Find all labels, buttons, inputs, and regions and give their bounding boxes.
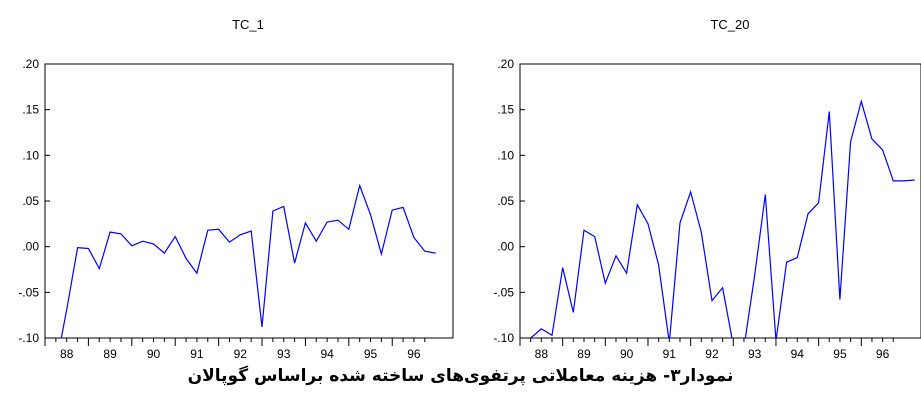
y-tick-label: .20 [497, 57, 514, 71]
x-tick-label: 90 [147, 347, 161, 361]
y-axis: .20 .15 .10 .05 .00 -.05 -.10 [493, 57, 525, 345]
x-tick-label: 92 [234, 347, 248, 361]
chart-title: TC_1 [232, 17, 264, 32]
y-tick-label: .20 [22, 57, 39, 71]
y-tick-label: .15 [497, 103, 514, 117]
series-line [60, 183, 436, 338]
x-tick-label: 88 [535, 347, 549, 361]
series-layer [530, 99, 915, 338]
x-tick-label: 91 [190, 347, 204, 361]
series-line [530, 99, 915, 338]
y-tick-label: .00 [497, 240, 514, 254]
y-tick-label: -.10 [18, 331, 39, 345]
y-axis: .20 .15 .10 .05 .00 -.05 -.10 [18, 57, 50, 345]
figure-caption: نمودار۳- هزینه معاملاتی پرتفوی‌های ساخته… [187, 366, 734, 386]
series-layer [60, 183, 436, 338]
x-tick-label: 94 [791, 347, 805, 361]
x-tick-label: 91 [663, 347, 677, 361]
x-tick-label: 96 [876, 347, 890, 361]
x-tick-label: 88 [60, 347, 74, 361]
x-axis: 88 89 90 91 92 93 94 95 96 [519, 338, 894, 361]
y-tick-label: .10 [22, 148, 39, 162]
y-tick-label: -.10 [493, 331, 514, 345]
y-tick-label: .15 [22, 103, 39, 117]
x-tick-label: 92 [705, 347, 719, 361]
y-tick-label: .10 [497, 148, 514, 162]
x-tick-label: 93 [748, 347, 762, 361]
x-tick-label: 96 [407, 347, 421, 361]
x-tick-label: 94 [320, 347, 334, 361]
y-tick-label: -.05 [493, 285, 514, 299]
y-tick-label: .05 [497, 194, 514, 208]
y-tick-label: .05 [22, 194, 39, 208]
chart-tc-1: TC_1 .20 .15 .10 .05 .00 -.05 -.10 88 89 90 91 92 9… [18, 17, 454, 361]
x-tick-label: 95 [364, 347, 378, 361]
chart-tc-20: TC_20 .20 .15 .10 .05 .00 -.05 -.10 88 89 90 91 92… [493, 17, 921, 361]
plot-area [519, 63, 921, 339]
x-tick-label: 93 [277, 347, 291, 361]
plot-area [44, 63, 454, 339]
y-tick-label: .00 [22, 240, 39, 254]
x-axis: 88 89 90 91 92 93 94 95 96 [44, 338, 426, 361]
x-tick-label: 95 [833, 347, 847, 361]
chart-title: TC_20 [710, 17, 749, 32]
x-tick-label: 89 [577, 347, 591, 361]
y-tick-label: -.05 [18, 285, 39, 299]
x-tick-label: 90 [620, 347, 634, 361]
x-tick-label: 89 [103, 347, 117, 361]
